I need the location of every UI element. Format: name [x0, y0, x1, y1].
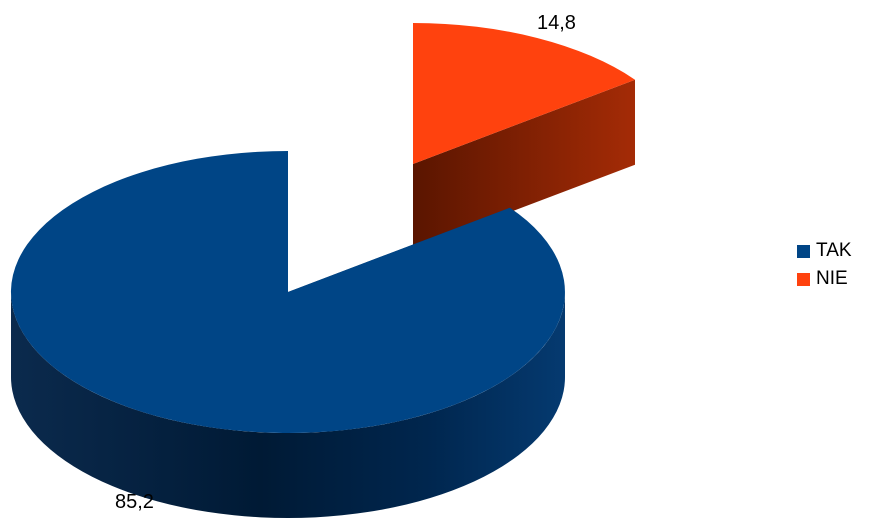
legend-item-nie: NIE: [797, 265, 852, 293]
slice-value-label-tak: 85,2: [115, 491, 154, 513]
slice-nie-top: [413, 23, 635, 164]
slice-nie-group: [413, 23, 635, 249]
chart-legend: TAK NIE: [797, 237, 852, 293]
slice-value-label-nie: 14,8: [537, 12, 576, 34]
slice-tak-top: [10, 151, 565, 433]
slice-nie-wall-1: [413, 79, 635, 249]
legend-item-tak: TAK: [797, 237, 852, 265]
legend-label-tak: TAK: [816, 240, 852, 261]
slice-tak-side: [11, 292, 565, 518]
legend-swatch-tak: [797, 244, 810, 258]
legend-swatch-nie: [797, 272, 810, 286]
slice-tak-group: [10, 151, 565, 518]
legend-label-nie: NIE: [816, 268, 848, 289]
